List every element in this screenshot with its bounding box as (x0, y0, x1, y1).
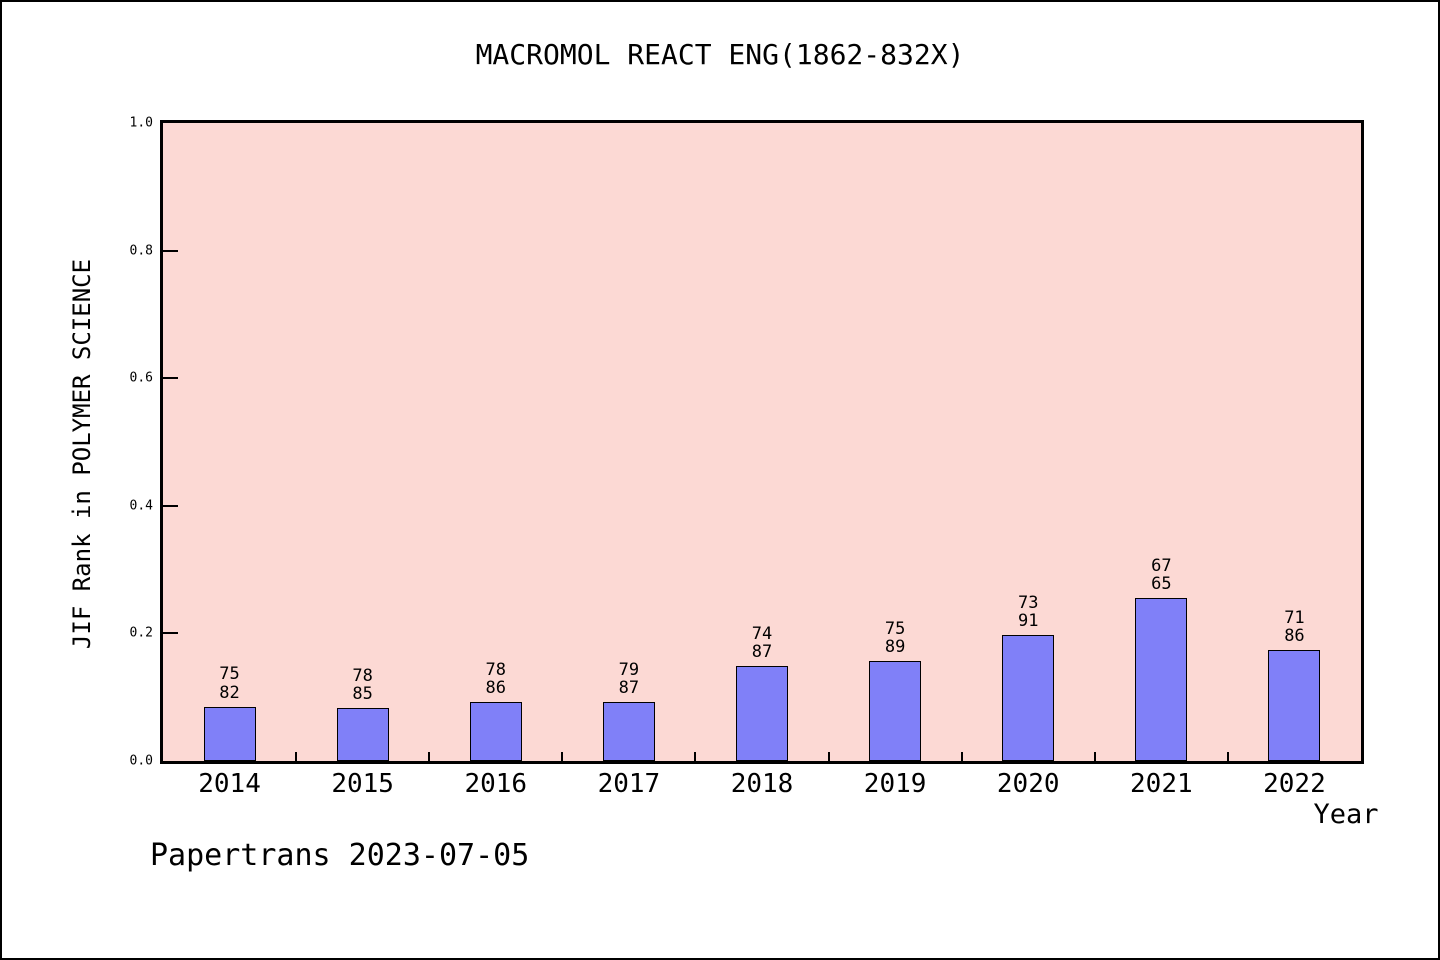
bar-2020 (1002, 634, 1055, 761)
y-axis-label: JIF Rank in POLYMER SCIENCE (68, 258, 96, 650)
x-tick-mark (1093, 752, 1096, 761)
bar-value-line: 87 (618, 678, 640, 699)
bar-2022 (1268, 649, 1321, 761)
bar-value-line: 78 (352, 666, 373, 687)
x-tick-mark (960, 752, 963, 761)
x-tick-label-2018: 2018 (730, 769, 794, 799)
bar-value-line: 89 (884, 636, 906, 657)
bar-value-line: 79 (618, 660, 640, 681)
bar-2015 (336, 708, 389, 761)
bar-2019 (869, 660, 922, 761)
bar-2016 (469, 701, 522, 761)
bar-value-line: 87 (751, 641, 773, 662)
bar-value-label-2015: 78 85 (352, 667, 372, 703)
bar-value-label-2019: 75 89 (885, 620, 905, 656)
bar-value-line: 67 (1151, 555, 1172, 576)
y-tick-label: 0.6 (129, 370, 153, 386)
x-tick-label-2021: 2021 (1130, 769, 1193, 799)
bar-2014 (203, 706, 256, 761)
bar-value-label-2018: 74 87 (752, 625, 772, 661)
bar-2021 (1135, 598, 1188, 761)
y-tick-mark (163, 632, 178, 635)
bar-2018 (736, 665, 788, 761)
x-tick-mark (561, 752, 564, 761)
x-tick-label-2015: 2015 (331, 769, 394, 799)
x-tick-label-2022: 2022 (1263, 769, 1326, 799)
bar-2017 (602, 702, 655, 761)
bar-value-line: 73 (1017, 592, 1039, 613)
x-axis-label: Year (1313, 799, 1379, 830)
x-tick-mark (694, 752, 697, 761)
x-tick-mark (295, 752, 298, 761)
bar-value-line: 86 (485, 677, 507, 698)
x-tick-label-2014: 2014 (198, 769, 261, 799)
y-tick-mark (163, 249, 178, 252)
x-tick-mark (428, 752, 431, 761)
y-tick-mark (163, 504, 178, 507)
y-tick-label: 0.2 (129, 625, 153, 641)
bar-value-label-2020: 73 91 (1018, 594, 1038, 630)
bar-value-line: 82 (219, 682, 240, 703)
y-tick-mark (163, 377, 178, 380)
bar-value-line: 71 (1284, 607, 1305, 628)
bar-value-label-2021: 67 65 (1151, 557, 1171, 593)
bar-value-line: 85 (352, 684, 373, 705)
x-tick-mark (1226, 752, 1229, 761)
bar-value-label-2016: 78 86 (486, 661, 506, 697)
x-tick-label-2020: 2020 (996, 769, 1060, 799)
x-tick-mark (827, 752, 830, 761)
y-tick-label: 0.0 (129, 753, 153, 769)
bar-value-line: 74 (751, 623, 773, 644)
y-tick-label: 0.8 (129, 243, 153, 259)
bar-value-line: 78 (485, 659, 507, 680)
x-tick-label-2016: 2016 (464, 769, 528, 799)
y-tick-label: 1.0 (129, 115, 153, 131)
bar-value-label-2014: 75 82 (219, 665, 239, 701)
bar-value-line: 91 (1017, 610, 1039, 631)
y-tick-label: 0.4 (129, 498, 153, 514)
bar-value-line: 75 (884, 618, 906, 639)
bar-value-label-2017: 79 87 (619, 661, 639, 697)
bar-value-line: 86 (1284, 625, 1305, 646)
plot-area: 0.0 0.2 0.4 0.6 0.8 1.0 75 82 2014 78 85 2015 78 86 20… (130, 116, 1364, 799)
bar-value-line: 65 (1151, 573, 1172, 594)
chart-title: MACROMOL REACT ENG(1862-832X) (475, 38, 965, 71)
x-tick-label-2017: 2017 (597, 769, 661, 799)
x-tick-label-2019: 2019 (863, 769, 927, 799)
footer-watermark: Papertrans 2023-07-05 (150, 838, 530, 873)
bar-value-label-2022: 71 86 (1284, 609, 1304, 645)
bar-value-line: 75 (219, 664, 240, 685)
